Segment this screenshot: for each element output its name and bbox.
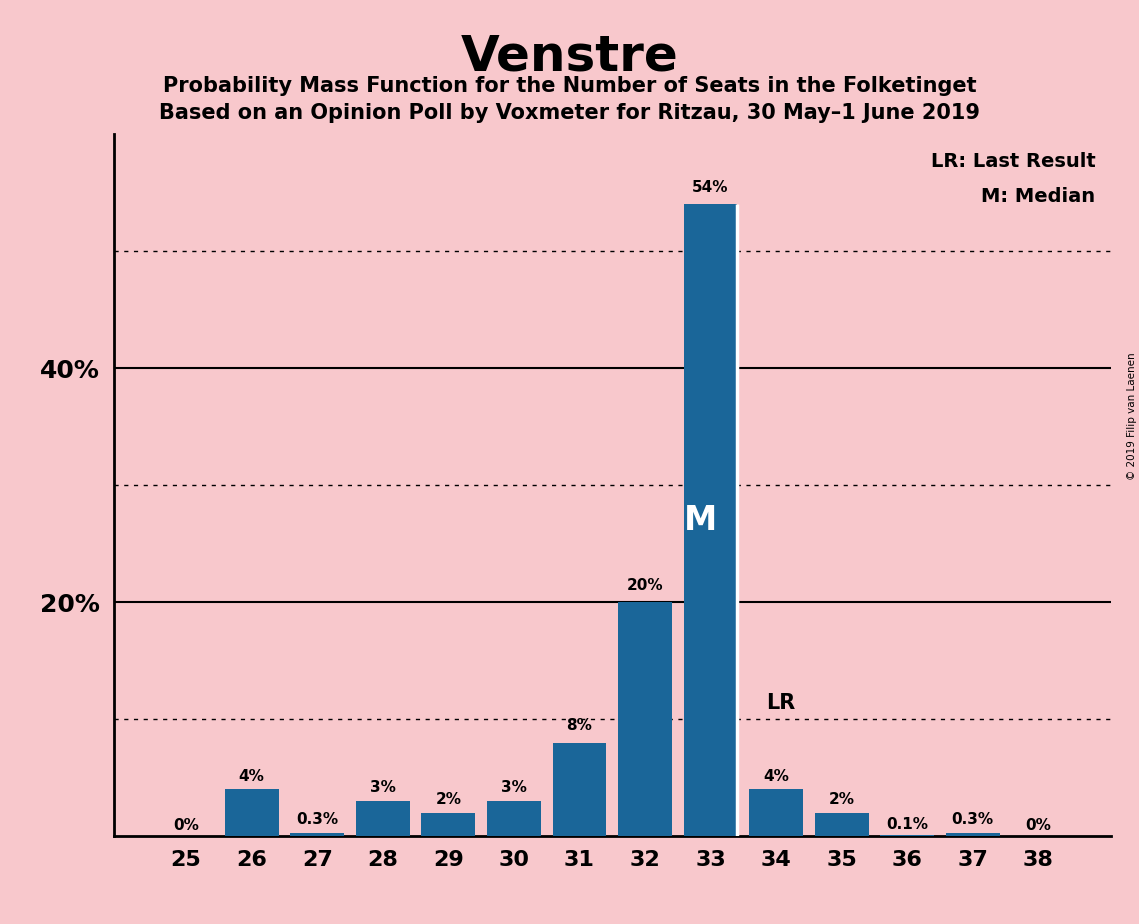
Text: 3%: 3% bbox=[370, 780, 395, 796]
Text: M: Median: M: Median bbox=[982, 187, 1096, 206]
Bar bbox=[224, 789, 279, 836]
Text: Venstre: Venstre bbox=[460, 32, 679, 80]
Text: © 2019 Filip van Laenen: © 2019 Filip van Laenen bbox=[1126, 352, 1137, 480]
Bar bbox=[421, 813, 475, 836]
Bar bbox=[880, 835, 934, 836]
Bar bbox=[487, 801, 541, 836]
Text: 2%: 2% bbox=[435, 792, 461, 807]
Bar bbox=[683, 204, 737, 836]
Text: LR: LR bbox=[767, 693, 795, 713]
Bar bbox=[290, 833, 344, 836]
Text: 0.3%: 0.3% bbox=[296, 812, 338, 827]
Text: 4%: 4% bbox=[763, 769, 789, 784]
Text: Probability Mass Function for the Number of Seats in the Folketinget: Probability Mass Function for the Number… bbox=[163, 76, 976, 96]
Text: 3%: 3% bbox=[501, 780, 527, 796]
Text: M: M bbox=[685, 504, 718, 537]
Bar bbox=[814, 813, 869, 836]
Bar bbox=[355, 801, 410, 836]
Text: 0.3%: 0.3% bbox=[952, 812, 994, 827]
Text: 0.1%: 0.1% bbox=[886, 817, 928, 832]
Text: 20%: 20% bbox=[626, 578, 663, 593]
Text: 2%: 2% bbox=[829, 792, 854, 807]
Text: Based on an Opinion Poll by Voxmeter for Ritzau, 30 May–1 June 2019: Based on an Opinion Poll by Voxmeter for… bbox=[159, 103, 980, 124]
Bar bbox=[749, 789, 803, 836]
Text: 54%: 54% bbox=[693, 180, 729, 195]
Bar bbox=[945, 833, 1000, 836]
Text: 4%: 4% bbox=[239, 769, 264, 784]
Text: 8%: 8% bbox=[566, 718, 592, 734]
Bar bbox=[618, 602, 672, 836]
Text: 0%: 0% bbox=[1025, 818, 1051, 833]
Bar bbox=[552, 743, 606, 836]
Text: 0%: 0% bbox=[173, 818, 199, 833]
Text: LR: Last Result: LR: Last Result bbox=[931, 152, 1096, 171]
